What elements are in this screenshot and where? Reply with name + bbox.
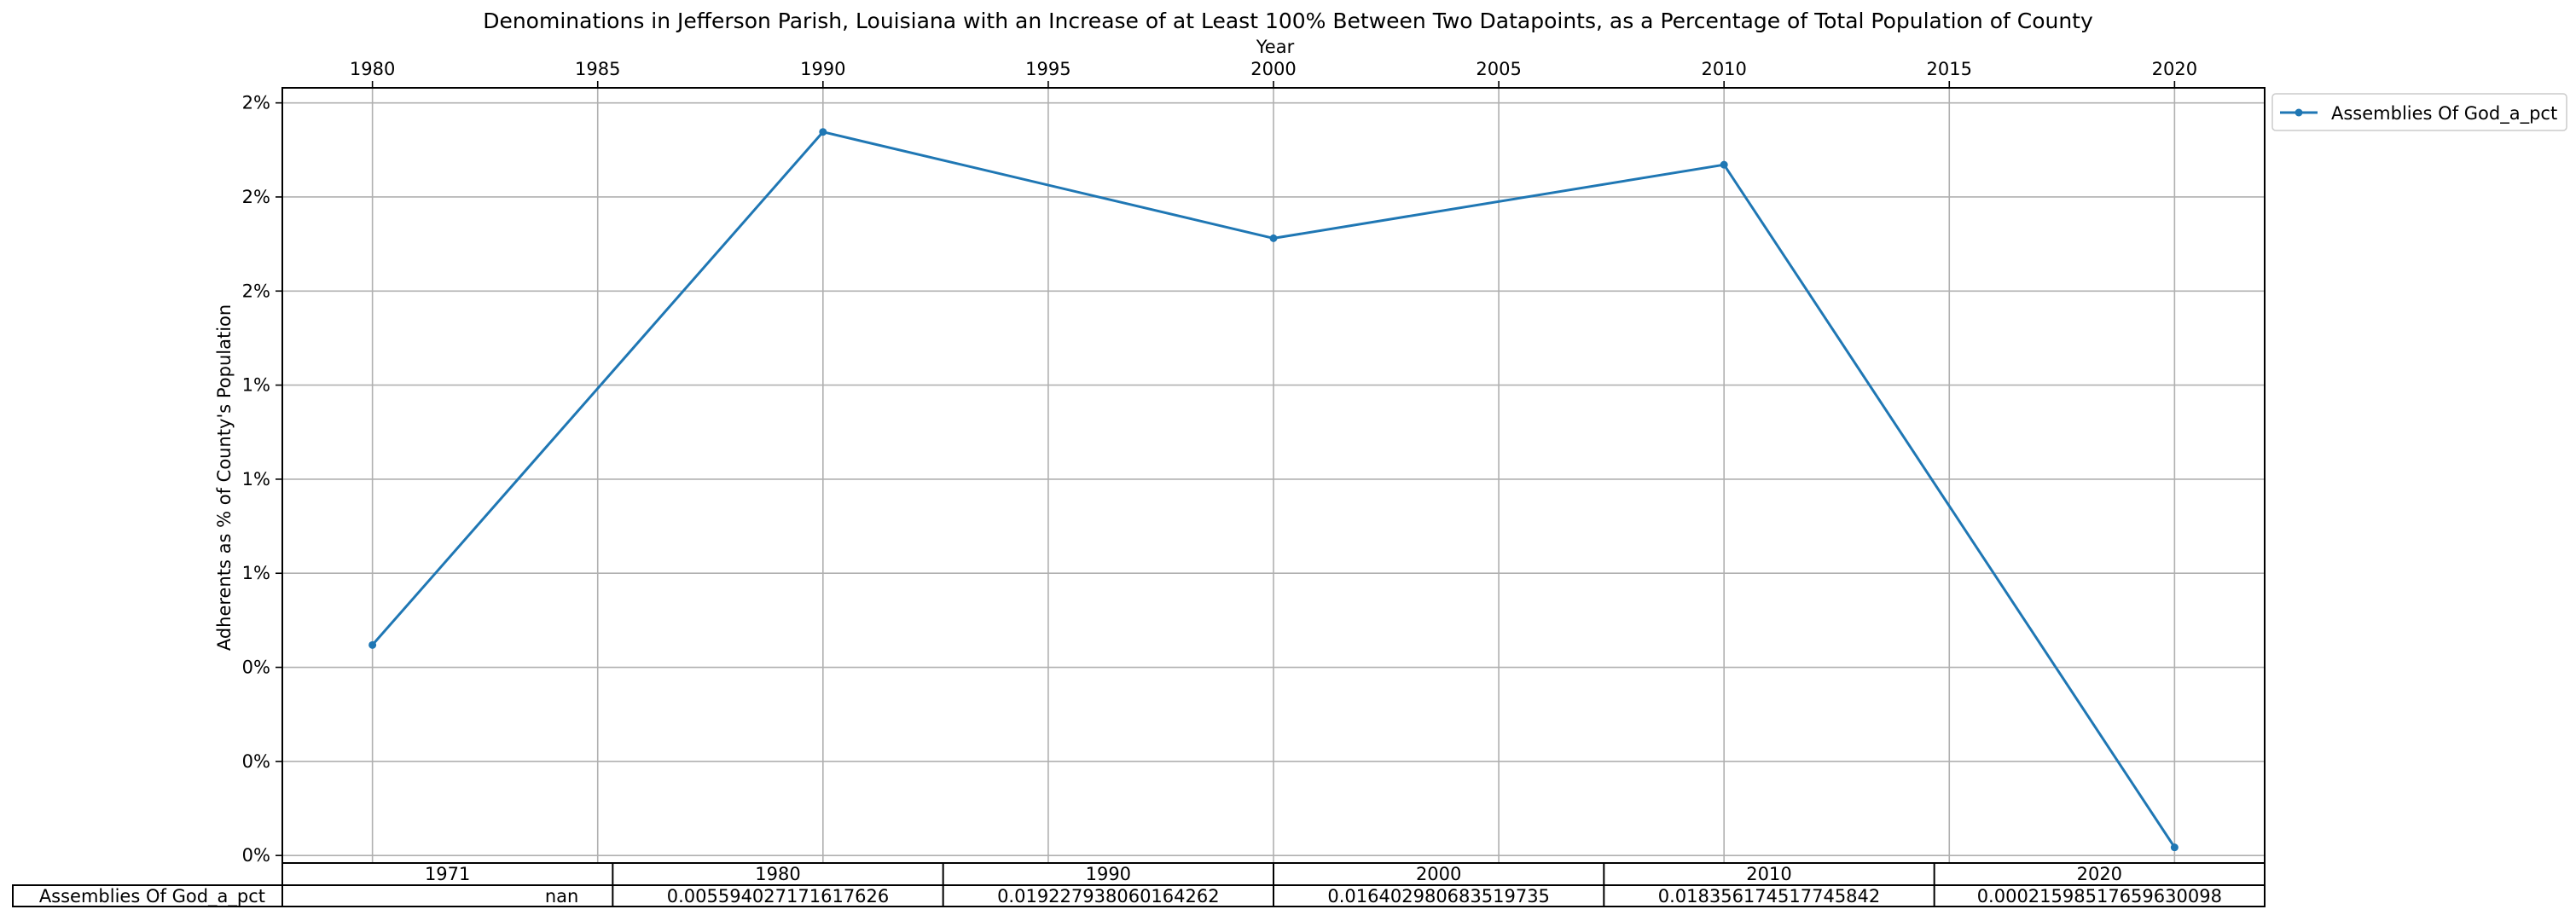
y-tick-label: 1% bbox=[242, 469, 270, 489]
data-series bbox=[368, 128, 2179, 852]
x-tick-label: 2015 bbox=[1927, 59, 1972, 79]
y-tick-label: 2% bbox=[242, 281, 270, 301]
y-axis-label: Adherents as % of County's Population bbox=[214, 304, 235, 651]
y-tick-label: 2% bbox=[242, 187, 270, 207]
table-column-header: 1980 bbox=[755, 864, 800, 884]
y-tick-label: 0% bbox=[242, 845, 270, 866]
legend-label: Assemblies Of God_a_pct bbox=[2331, 103, 2557, 125]
table-row-label: Assemblies Of God_a_pct bbox=[39, 886, 265, 907]
table-cell: nan bbox=[545, 886, 579, 907]
x-tick-label: 2000 bbox=[1250, 59, 1296, 79]
table-column-header: 2020 bbox=[2077, 864, 2122, 884]
table-column-header: 1971 bbox=[425, 864, 470, 884]
table-cell: 0.016402980683519735 bbox=[1327, 886, 1550, 907]
table-cell: 0.019227938060164262 bbox=[997, 886, 1220, 907]
table-cell: 0.018356174517745842 bbox=[1658, 886, 1881, 907]
table-cell: 0.00021598517659630098 bbox=[1977, 886, 2222, 907]
table-cell: 0.005594027171617626 bbox=[667, 886, 890, 907]
data-table: 1971 1980 1990 2000 2010 2020 Assemblies Of Go… bbox=[12, 862, 2266, 907]
x-axis-label: Year bbox=[1256, 37, 1295, 57]
x-tick-label: 2005 bbox=[1476, 59, 1521, 79]
legend-marker bbox=[2295, 108, 2303, 117]
legend: Assemblies Of God_a_pct bbox=[2271, 93, 2567, 131]
y-tick-label: 0% bbox=[242, 751, 270, 772]
grid-lines bbox=[282, 88, 2265, 863]
x-tick-label: 2010 bbox=[1701, 59, 1746, 79]
x-axis-ticks: 1980 1985 1990 1995 2000 2005 2010 2015 2020 bbox=[350, 59, 2197, 88]
data-point bbox=[819, 128, 827, 136]
y-tick-label: 1% bbox=[242, 375, 270, 396]
table-column-header: 2000 bbox=[1416, 864, 1461, 884]
x-tick-label: 1985 bbox=[575, 59, 620, 79]
chart-title: Denominations in Jefferson Parish, Louis… bbox=[483, 9, 2093, 33]
data-point bbox=[1269, 234, 1278, 242]
legend-frame bbox=[2271, 93, 2567, 131]
data-point bbox=[368, 640, 377, 649]
x-tick-label: 1990 bbox=[800, 59, 845, 79]
y-axis-ticks: 0% 0% 0% 1% 1% 1% 2% 2% 2% bbox=[242, 93, 282, 866]
table-row bbox=[12, 884, 2266, 907]
x-tick-label: 2020 bbox=[2152, 59, 2197, 79]
x-tick-label: 1995 bbox=[1025, 59, 1070, 79]
data-point bbox=[1720, 160, 1728, 169]
table-column-header: 1990 bbox=[1086, 864, 1131, 884]
data-point bbox=[2170, 843, 2179, 852]
x-tick-label: 1980 bbox=[350, 59, 395, 79]
table-column-header: 2010 bbox=[1746, 864, 1791, 884]
y-tick-label: 1% bbox=[242, 563, 270, 583]
y-tick-label: 2% bbox=[242, 93, 270, 113]
y-tick-label: 0% bbox=[242, 657, 270, 678]
